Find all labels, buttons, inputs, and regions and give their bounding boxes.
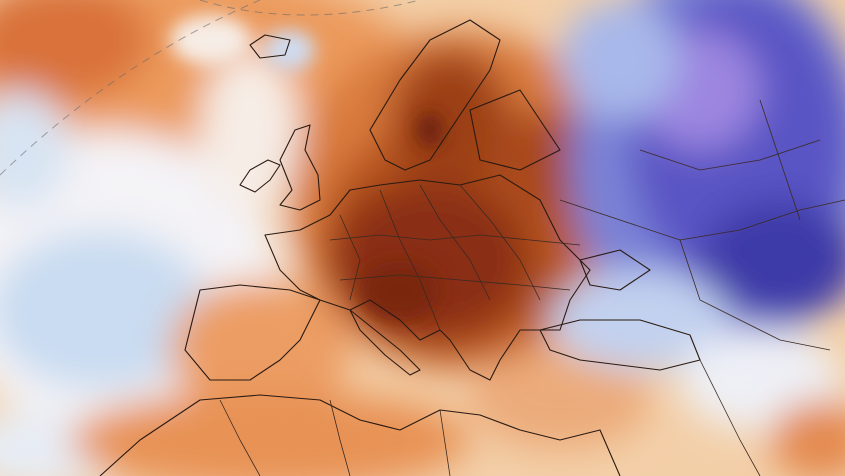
graticule — [0, 0, 261, 176]
anomaly-detail — [170, 15, 444, 320]
borders — [219, 99, 845, 476]
coastlines — [99, 19, 701, 476]
